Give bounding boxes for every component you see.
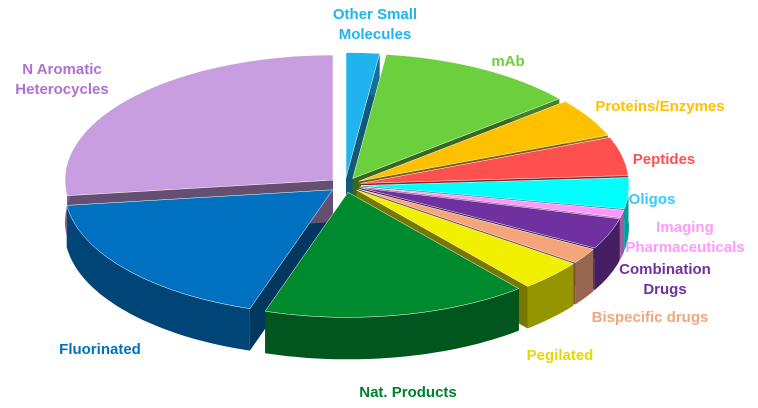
slice-label: Other Small Molecules [332,6,418,43]
slice-label: Peptides [632,151,696,168]
slice-outer-wall [624,177,629,251]
slice-label: Oligos [628,191,676,208]
pie-slice [358,101,609,182]
slice-outer-wall [620,210,624,260]
slice-outer-wall [265,288,519,360]
slice-label: N Aromatic Heterocycles [15,61,109,98]
slice-label: Pegilated [526,347,594,364]
slice-label: mAb [491,53,525,70]
pie-slice [264,191,520,318]
slice-outer-wall [575,249,594,305]
pie-slice [352,54,560,179]
pie-slice [360,137,629,184]
slice-label: Fluorinated [59,341,141,358]
pie-slice [360,186,625,218]
pie-slice [64,54,334,196]
slice-outer-wall [66,205,250,351]
pie-slice [66,189,334,309]
pie-slice [345,52,380,178]
slice-outer-wall [594,218,620,290]
pie-slice [358,188,594,263]
slice-label: Imaging Pharmaceuticals [625,219,745,256]
slice-outer-wall [527,263,574,329]
pie-slice [360,177,630,210]
pie-slice [359,187,620,249]
slice-label: Bispecific drugs [591,309,709,326]
slice-label: Nat. Products [359,384,457,401]
slice-label: Proteins/Enzymes [595,98,725,115]
slice-label: Combination Drugs [619,261,711,298]
pie-slice [356,189,575,287]
